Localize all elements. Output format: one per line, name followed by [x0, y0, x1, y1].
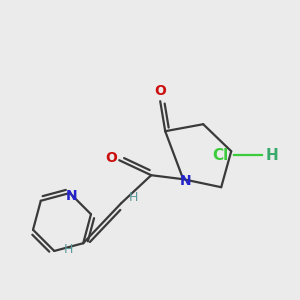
Text: O: O	[154, 84, 166, 98]
Text: N: N	[66, 189, 78, 203]
Text: H: H	[266, 148, 278, 163]
Text: N: N	[179, 174, 191, 188]
Text: O: O	[105, 151, 117, 165]
Text: H: H	[64, 243, 73, 256]
Text: H: H	[129, 191, 139, 204]
Text: Cl: Cl	[212, 148, 228, 163]
